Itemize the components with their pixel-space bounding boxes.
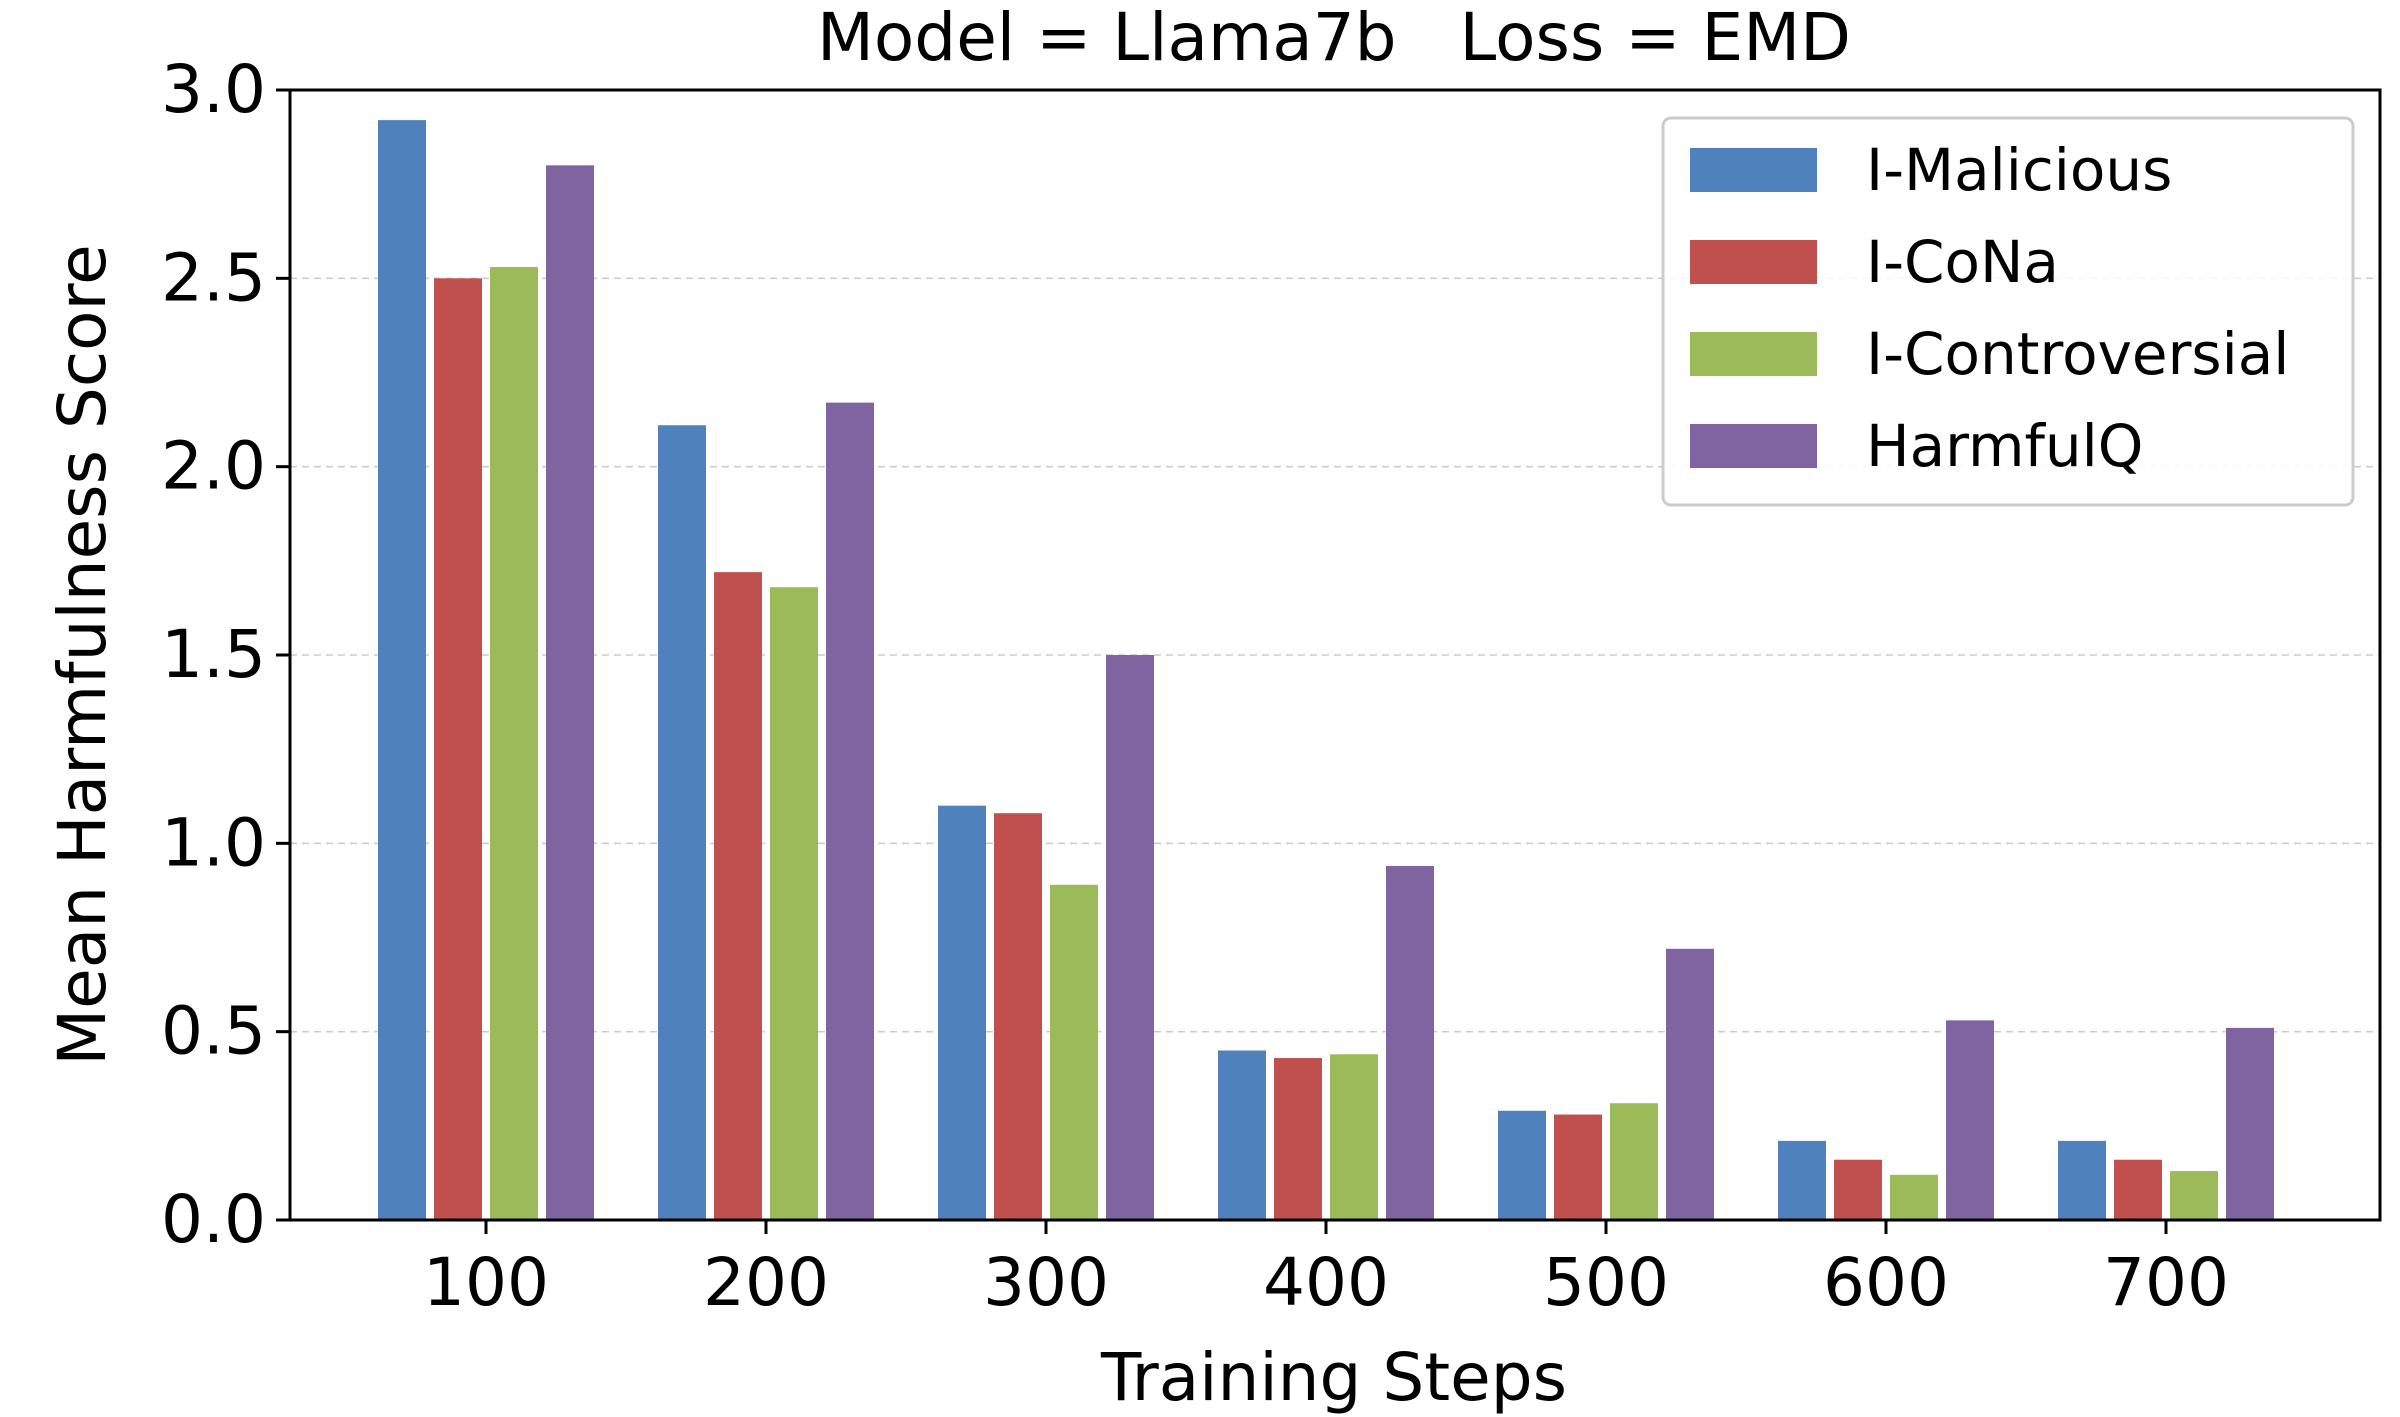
- legend-swatch: [1690, 240, 1817, 284]
- bar-i-malicious-500: [1498, 1110, 1546, 1220]
- y-tick-label: 1.0: [161, 804, 266, 881]
- bar-i-cona-500: [1554, 1114, 1602, 1220]
- y-tick-label: 2.0: [161, 428, 266, 505]
- y-tick-label: 0.0: [161, 1181, 266, 1258]
- legend-swatch: [1690, 424, 1817, 468]
- bar-i-cona-700: [2114, 1159, 2162, 1220]
- y-axis: 0.0 0.5 1.0 1.5 2.0 2.5 3.0: [161, 51, 290, 1258]
- bar-i-controversial-400: [1330, 1054, 1378, 1220]
- bar-i-cona-100: [434, 278, 482, 1220]
- bar-harmfulq-400: [1386, 865, 1434, 1220]
- y-tick-label: 3.0: [161, 51, 266, 128]
- x-axis: 100 200 300 400 500 600 700: [423, 1220, 2229, 1321]
- bar-i-malicious-700: [2058, 1140, 2106, 1220]
- legend-swatch: [1690, 148, 1817, 192]
- bar-i-malicious-200: [658, 425, 706, 1220]
- bar-i-cona-400: [1274, 1058, 1322, 1220]
- bar-i-cona-300: [994, 813, 1042, 1220]
- x-tick-label: 200: [703, 1244, 829, 1321]
- bar-harmfulq-100: [546, 165, 594, 1220]
- bar-i-controversial-700: [2170, 1171, 2218, 1220]
- bar-i-controversial-300: [1050, 884, 1098, 1220]
- bar-i-controversial-600: [1890, 1174, 1938, 1220]
- legend: I-Malicious I-CoNa I-Controversial HarmfulQ: [1661, 116, 2355, 507]
- bar-i-malicious-600: [1778, 1140, 1826, 1220]
- x-axis-label: Training Steps: [1100, 1339, 1567, 1416]
- bar-i-controversial-100: [490, 267, 538, 1220]
- bar-harmfulq-700: [2226, 1027, 2274, 1220]
- x-tick-label: 500: [1543, 1244, 1669, 1321]
- y-tick-label: 2.5: [161, 239, 266, 316]
- legend-swatch: [1690, 332, 1817, 376]
- chart-title: Model = Llama7b Loss = EMD: [817, 0, 1851, 76]
- x-tick-label: 400: [1263, 1244, 1389, 1321]
- bar-i-malicious-100: [378, 120, 426, 1221]
- bars: [378, 120, 2274, 1221]
- bar-i-malicious-300: [938, 805, 986, 1220]
- bar-i-cona-600: [1834, 1159, 1882, 1220]
- legend-label: I-Malicious: [1866, 136, 2172, 204]
- bar-i-cona-200: [714, 572, 762, 1220]
- x-tick-label: 100: [423, 1244, 549, 1321]
- bar-i-malicious-400: [1218, 1050, 1266, 1220]
- bar-i-controversial-500: [1610, 1103, 1658, 1220]
- x-tick-label: 300: [983, 1244, 1109, 1321]
- legend-frame: [1661, 116, 2355, 507]
- bar-harmfulq-200: [826, 402, 874, 1221]
- y-tick-label: 0.5: [161, 993, 266, 1070]
- y-tick-label: 1.5: [161, 616, 266, 693]
- bar-harmfulq-600: [1946, 1020, 1994, 1220]
- legend-label: I-Controversial: [1866, 320, 2289, 388]
- bar-harmfulq-500: [1666, 948, 1714, 1220]
- bar-i-controversial-200: [770, 587, 818, 1220]
- x-tick-label: 600: [1823, 1244, 1949, 1321]
- x-tick-label: 700: [2103, 1244, 2229, 1321]
- y-axis-label: Mean Harmfulness Score: [44, 244, 121, 1066]
- legend-label: HarmfulQ: [1866, 412, 2143, 480]
- legend-label: I-CoNa: [1866, 228, 2059, 296]
- bar-harmfulq-300: [1106, 655, 1154, 1220]
